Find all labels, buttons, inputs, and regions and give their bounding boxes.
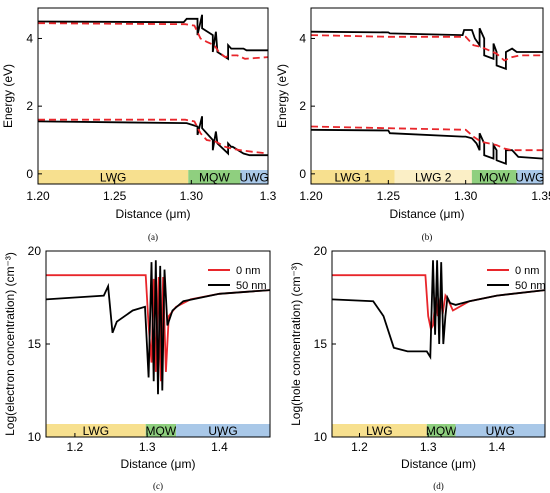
region-bar <box>176 424 270 437</box>
plot-frame <box>37 7 269 185</box>
legend-label: 0 nm <box>515 265 539 277</box>
region-label: LWG <box>366 424 392 438</box>
region-bar <box>426 424 456 437</box>
figure-caption: (d) <box>433 481 444 491</box>
figure-caption: (a) <box>148 232 158 242</box>
region-bar <box>46 424 146 437</box>
x-tick-label: 1.4 <box>489 440 506 454</box>
x-tick-label: 1.3 <box>260 189 277 203</box>
region-label: MQW <box>199 171 230 185</box>
series-line-dashed-1 <box>311 34 543 62</box>
y-tick-label: 15 <box>28 337 42 351</box>
region-label: UWG <box>486 424 515 438</box>
series-line-solid-0 <box>38 14 268 61</box>
y-tick-label: 4 <box>26 31 33 45</box>
region-label: UWG <box>515 171 544 185</box>
region-bar <box>394 170 472 184</box>
region-bar <box>38 170 189 184</box>
plot-frame <box>310 7 544 185</box>
series-line-dashed-1 <box>38 22 268 60</box>
series-line-solid-2 <box>311 128 543 165</box>
region-label: MQW <box>426 424 457 438</box>
x-tick-label: 1.25 <box>103 189 127 203</box>
x-axis-label: Distance (μm) <box>401 457 476 471</box>
x-tick-label: 1.20 <box>26 189 50 203</box>
figure-caption: (b) <box>422 232 433 242</box>
x-tick-label: 1.30 <box>454 189 478 203</box>
chart-panel-c: LWG MQW UWG 1.2 1.3 1.4 10 15 20 Distance (μm) Log… <box>3 244 271 491</box>
series-line-dashed-3 <box>311 125 543 152</box>
y-tick-label: 0 <box>26 167 33 181</box>
x-axis-label: Distance (μm) <box>390 207 465 221</box>
y-tick-label: 4 <box>299 31 306 45</box>
x-tick-label: 1.2 <box>351 440 368 454</box>
series-line-solid-0 <box>311 27 543 71</box>
region-bar <box>455 424 545 437</box>
x-tick-label: 1.20 <box>299 189 323 203</box>
legend-label: 0 nm <box>236 265 260 277</box>
chart-panel-b: LWG 1 LWG 2 MQW UWG 1.20 1.25 1.30 1.35 0 2 4 Dista… <box>275 7 550 242</box>
x-tick-label: 1.3 <box>139 440 156 454</box>
series-line-solid-2 <box>38 116 268 157</box>
y-tick-label: 2 <box>26 99 33 113</box>
x-tick-label: 1.35 <box>531 189 550 203</box>
y-axis-label: Log(hole concentration) (cm⁻³) <box>289 262 303 426</box>
region-bar <box>311 170 395 184</box>
series-line-dashed-3 <box>38 118 268 155</box>
x-tick-label: 1.2 <box>67 440 84 454</box>
x-axis-label: Distance (μm) <box>116 207 191 221</box>
region-bar <box>516 170 543 184</box>
chart-panel-d: LWG MQW UWG 1.2 1.3 1.4 10 15 20 Distance (μm) Log… <box>289 244 546 491</box>
region-label: UWG <box>240 171 269 185</box>
y-axis-label: Energy (eV) <box>1 64 15 128</box>
region-label: LWG <box>83 424 109 438</box>
series-line-50-nm <box>332 260 545 361</box>
x-tick-label: 1.3 <box>420 440 437 454</box>
region-label: MQW <box>479 171 510 185</box>
region-label: LWG 1 <box>335 171 372 185</box>
figure-caption: (c) <box>153 481 163 491</box>
y-tick-label: 10 <box>314 430 328 444</box>
y-axis-label: Energy (eV) <box>275 64 289 128</box>
y-tick-label: 15 <box>314 337 328 351</box>
region-bar <box>332 424 427 437</box>
region-label: LWG 2 <box>415 171 452 185</box>
y-tick-label: 20 <box>314 244 328 258</box>
y-tick-label: 10 <box>28 430 42 444</box>
x-tick-label: 1.25 <box>377 189 401 203</box>
region-label: LWG <box>100 171 126 185</box>
region-label: MQW <box>146 424 177 438</box>
y-tick-label: 2 <box>299 99 306 113</box>
y-tick-label: 20 <box>28 244 42 258</box>
region-bar <box>188 170 241 184</box>
region-bar <box>240 170 268 184</box>
legend-label: 50 nm <box>236 280 267 292</box>
region-label: UWG <box>208 424 237 438</box>
legend-label: 50 nm <box>515 280 546 292</box>
region-bar <box>471 170 517 184</box>
y-tick-label: 0 <box>299 167 306 181</box>
region-bar <box>145 424 177 437</box>
x-axis-label: Distance (μm) <box>121 457 196 471</box>
x-tick-label: 1.30 <box>180 189 204 203</box>
y-axis-label: Log(electron concentration) (cm⁻³) <box>3 252 17 436</box>
series-line-50-nm <box>46 260 270 395</box>
x-tick-label: 1.4 <box>211 440 228 454</box>
